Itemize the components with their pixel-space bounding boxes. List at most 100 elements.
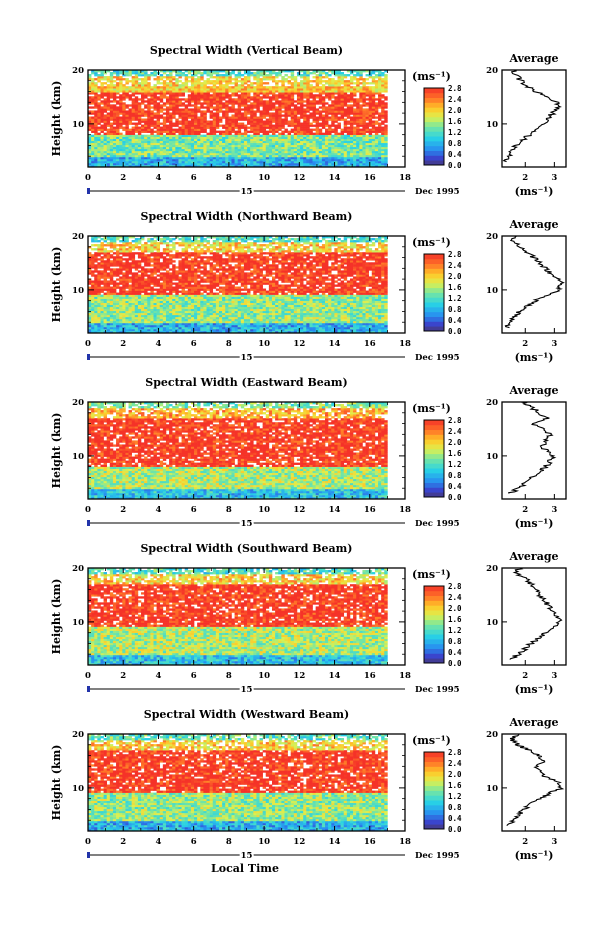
heatmap-cell: [165, 98, 170, 101]
heatmap-cell: [225, 132, 229, 135]
heatmap-cell: [162, 138, 167, 142]
heatmap-cell: [306, 118, 310, 121]
heatmap-cell: [122, 142, 126, 146]
heatmap-cell: [116, 314, 120, 318]
heatmap-cell: [247, 134, 251, 137]
heatmap-cell: [141, 90, 145, 93]
heatmap-cell: [293, 142, 298, 146]
heatmap-cell: [378, 112, 382, 115]
heatmap-cell: [368, 106, 373, 109]
heatmap-cell: [137, 148, 142, 152]
heatmap-cell: [190, 138, 195, 142]
heatmap-cell: [259, 82, 263, 85]
heatmap-cell: [247, 158, 251, 162]
heatmap-cell: [374, 98, 379, 101]
heatmap-cell: [156, 158, 161, 162]
heatmap-cell: [268, 104, 273, 107]
heatmap-cell: [187, 122, 192, 125]
heatmap-cell: [91, 96, 95, 99]
heatmap-cell: [181, 82, 185, 85]
heatmap-cell: [144, 316, 148, 320]
heatmap-cell: [278, 126, 282, 129]
heatmap-cell: [378, 86, 382, 89]
heatmap-cell: [128, 132, 132, 135]
heatmap-cell: [200, 144, 204, 148]
heatmap-cell: [131, 158, 136, 162]
heatmap-cell: [159, 144, 164, 148]
heatmap-cell: [206, 326, 210, 330]
heatmap-cell: [259, 130, 263, 133]
heatmap-cell: [312, 102, 316, 105]
heatmap-cell: [172, 90, 176, 93]
heatmap-cell: [119, 104, 123, 107]
heatmap-cell: [253, 160, 257, 164]
heatmap-cell: [125, 110, 129, 113]
heatmap-cell: [265, 162, 270, 166]
heatmap-cell: [268, 128, 273, 131]
heatmap-cell: [209, 318, 214, 322]
heatmap-cell: [109, 146, 114, 150]
heatmap-cell: [175, 118, 179, 121]
heatmap-cell: [203, 100, 207, 103]
heatmap-cell: [381, 120, 385, 123]
heatmap-cell: [359, 106, 363, 109]
heatmap-cell: [218, 82, 223, 85]
heatmap-cell: [321, 156, 326, 160]
heatmap-cell: [153, 134, 157, 137]
heatmap-cell: [94, 136, 98, 140]
heatmap-cell: [156, 92, 161, 95]
heatmap-cell: [296, 322, 301, 326]
heatmap-cell: [371, 116, 376, 119]
heatmap-cell: [359, 72, 363, 75]
heatmap-cell: [300, 82, 304, 85]
heatmap-cell: [384, 80, 388, 83]
heatmap-cell: [365, 126, 369, 129]
heatmap-cell: [296, 148, 301, 152]
heatmap-cell: [172, 160, 176, 164]
heatmap-cell: [243, 72, 248, 75]
heatmap-cell: [265, 136, 270, 140]
heatmap-cell: [159, 114, 164, 117]
heatmap-cell: [272, 148, 276, 152]
heatmap-cell: [290, 320, 295, 324]
heatmap-cell: [278, 138, 282, 142]
heatmap-cell: [194, 72, 198, 75]
heatmap-cell: [237, 132, 242, 135]
heatmap-cell: [303, 158, 307, 162]
heatmap-cell: [290, 84, 295, 87]
heatmap-cell: [194, 120, 198, 123]
heatmap-cell: [215, 138, 220, 142]
heatmap-cell: [356, 144, 360, 148]
heatmap-cell: [218, 132, 223, 135]
heatmap-cell: [284, 322, 288, 326]
heatmap-cell: [206, 322, 210, 326]
heatmap-cell: [197, 96, 201, 99]
heatmap-cell: [256, 128, 260, 131]
heatmap-cell: [131, 326, 136, 330]
heatmap-cell: [150, 148, 154, 152]
heatmap-cell: [181, 72, 185, 75]
heatmap-cell: [365, 140, 369, 144]
heatmap-cell: [91, 78, 95, 81]
heatmap-cell: [243, 100, 248, 103]
heatmap-cell: [222, 130, 226, 133]
heatmap-cell: [343, 102, 348, 105]
heatmap-cell: [184, 140, 189, 144]
heatmap-cell: [169, 106, 173, 109]
heatmap-cell: [278, 156, 282, 160]
heatmap-cell: [100, 316, 104, 320]
heatmap-cell: [353, 132, 357, 135]
heatmap-cell: [275, 102, 279, 105]
heatmap-cell: [206, 316, 210, 320]
heatmap-cell: [190, 130, 195, 133]
heatmap-cell: [197, 160, 201, 164]
heatmap-cell: [321, 140, 326, 144]
heatmap-cell: [250, 330, 254, 334]
heatmap-cell: [346, 134, 351, 137]
heatmap-cell: [128, 314, 132, 318]
heatmap-cell: [218, 76, 223, 79]
heatmap-cell: [325, 86, 329, 89]
heatmap-cell: [184, 156, 189, 160]
heatmap-cell: [144, 154, 148, 158]
heatmap-cell: [381, 106, 385, 109]
